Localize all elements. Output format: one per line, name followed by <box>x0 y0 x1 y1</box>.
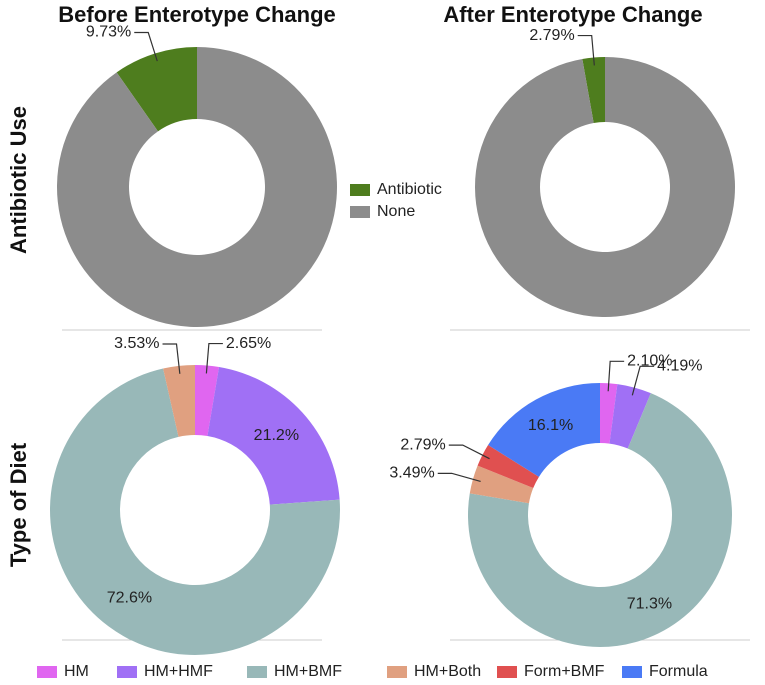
data-label: 2.79% <box>529 27 574 44</box>
data-label: 2.10% <box>627 353 672 370</box>
legend-label: None <box>377 203 415 220</box>
donut-slice <box>163 365 195 437</box>
data-label: 71.3% <box>627 595 672 612</box>
donut-slice <box>475 57 736 317</box>
legend-label: Formula <box>649 663 708 680</box>
leader-line <box>577 34 595 66</box>
donut-slice <box>609 384 651 449</box>
legend-label: Antibiotic <box>377 181 442 198</box>
legend-swatch <box>117 666 137 678</box>
legend-label: HM <box>64 663 89 680</box>
column-title: Before Enterotype Change <box>58 2 336 27</box>
donut-slice <box>195 365 220 437</box>
data-label: 2.79% <box>400 436 445 453</box>
legend-swatch <box>387 666 407 678</box>
data-label: 4.19% <box>657 358 702 375</box>
donut-slice <box>582 57 605 123</box>
data-label: 3.49% <box>389 465 434 482</box>
legend-swatch <box>247 666 267 678</box>
data-label: 2.65% <box>226 335 271 352</box>
donut-slice <box>57 47 338 328</box>
donut-slice <box>469 465 534 504</box>
donut-slice <box>116 47 197 132</box>
legend-swatch <box>350 206 370 218</box>
legend-swatch <box>497 666 517 678</box>
donut-slice <box>468 393 732 647</box>
leader-line <box>607 360 625 392</box>
donut-slice <box>207 367 340 505</box>
data-label: 72.6% <box>107 590 152 607</box>
leader-line <box>162 343 181 374</box>
legend-label: HM+Both <box>414 663 481 680</box>
donut-slice <box>50 368 341 655</box>
data-label: 16.1% <box>528 417 573 434</box>
column-title: After Enterotype Change <box>443 2 702 27</box>
legend-swatch <box>37 666 57 678</box>
leader-line <box>205 342 223 374</box>
leader-line <box>631 365 655 396</box>
donut-slice <box>488 383 600 477</box>
data-label: 9.73% <box>86 24 131 41</box>
leader-line <box>437 472 481 483</box>
leader-line <box>448 444 490 460</box>
donut-slice <box>600 383 618 444</box>
legend-swatch <box>350 184 370 196</box>
leader-line <box>134 31 158 62</box>
legend-label: HM+HMF <box>144 663 213 680</box>
data-label: 3.53% <box>114 335 159 352</box>
legend-label: HM+BMF <box>274 663 342 680</box>
legend-swatch <box>622 666 642 678</box>
data-label: 21.2% <box>254 427 299 444</box>
donut-slice <box>477 445 539 489</box>
legend-label: Form+BMF <box>524 663 605 680</box>
row-title: Antibiotic Use <box>6 106 31 254</box>
row-title: Type of Diet <box>6 442 31 567</box>
